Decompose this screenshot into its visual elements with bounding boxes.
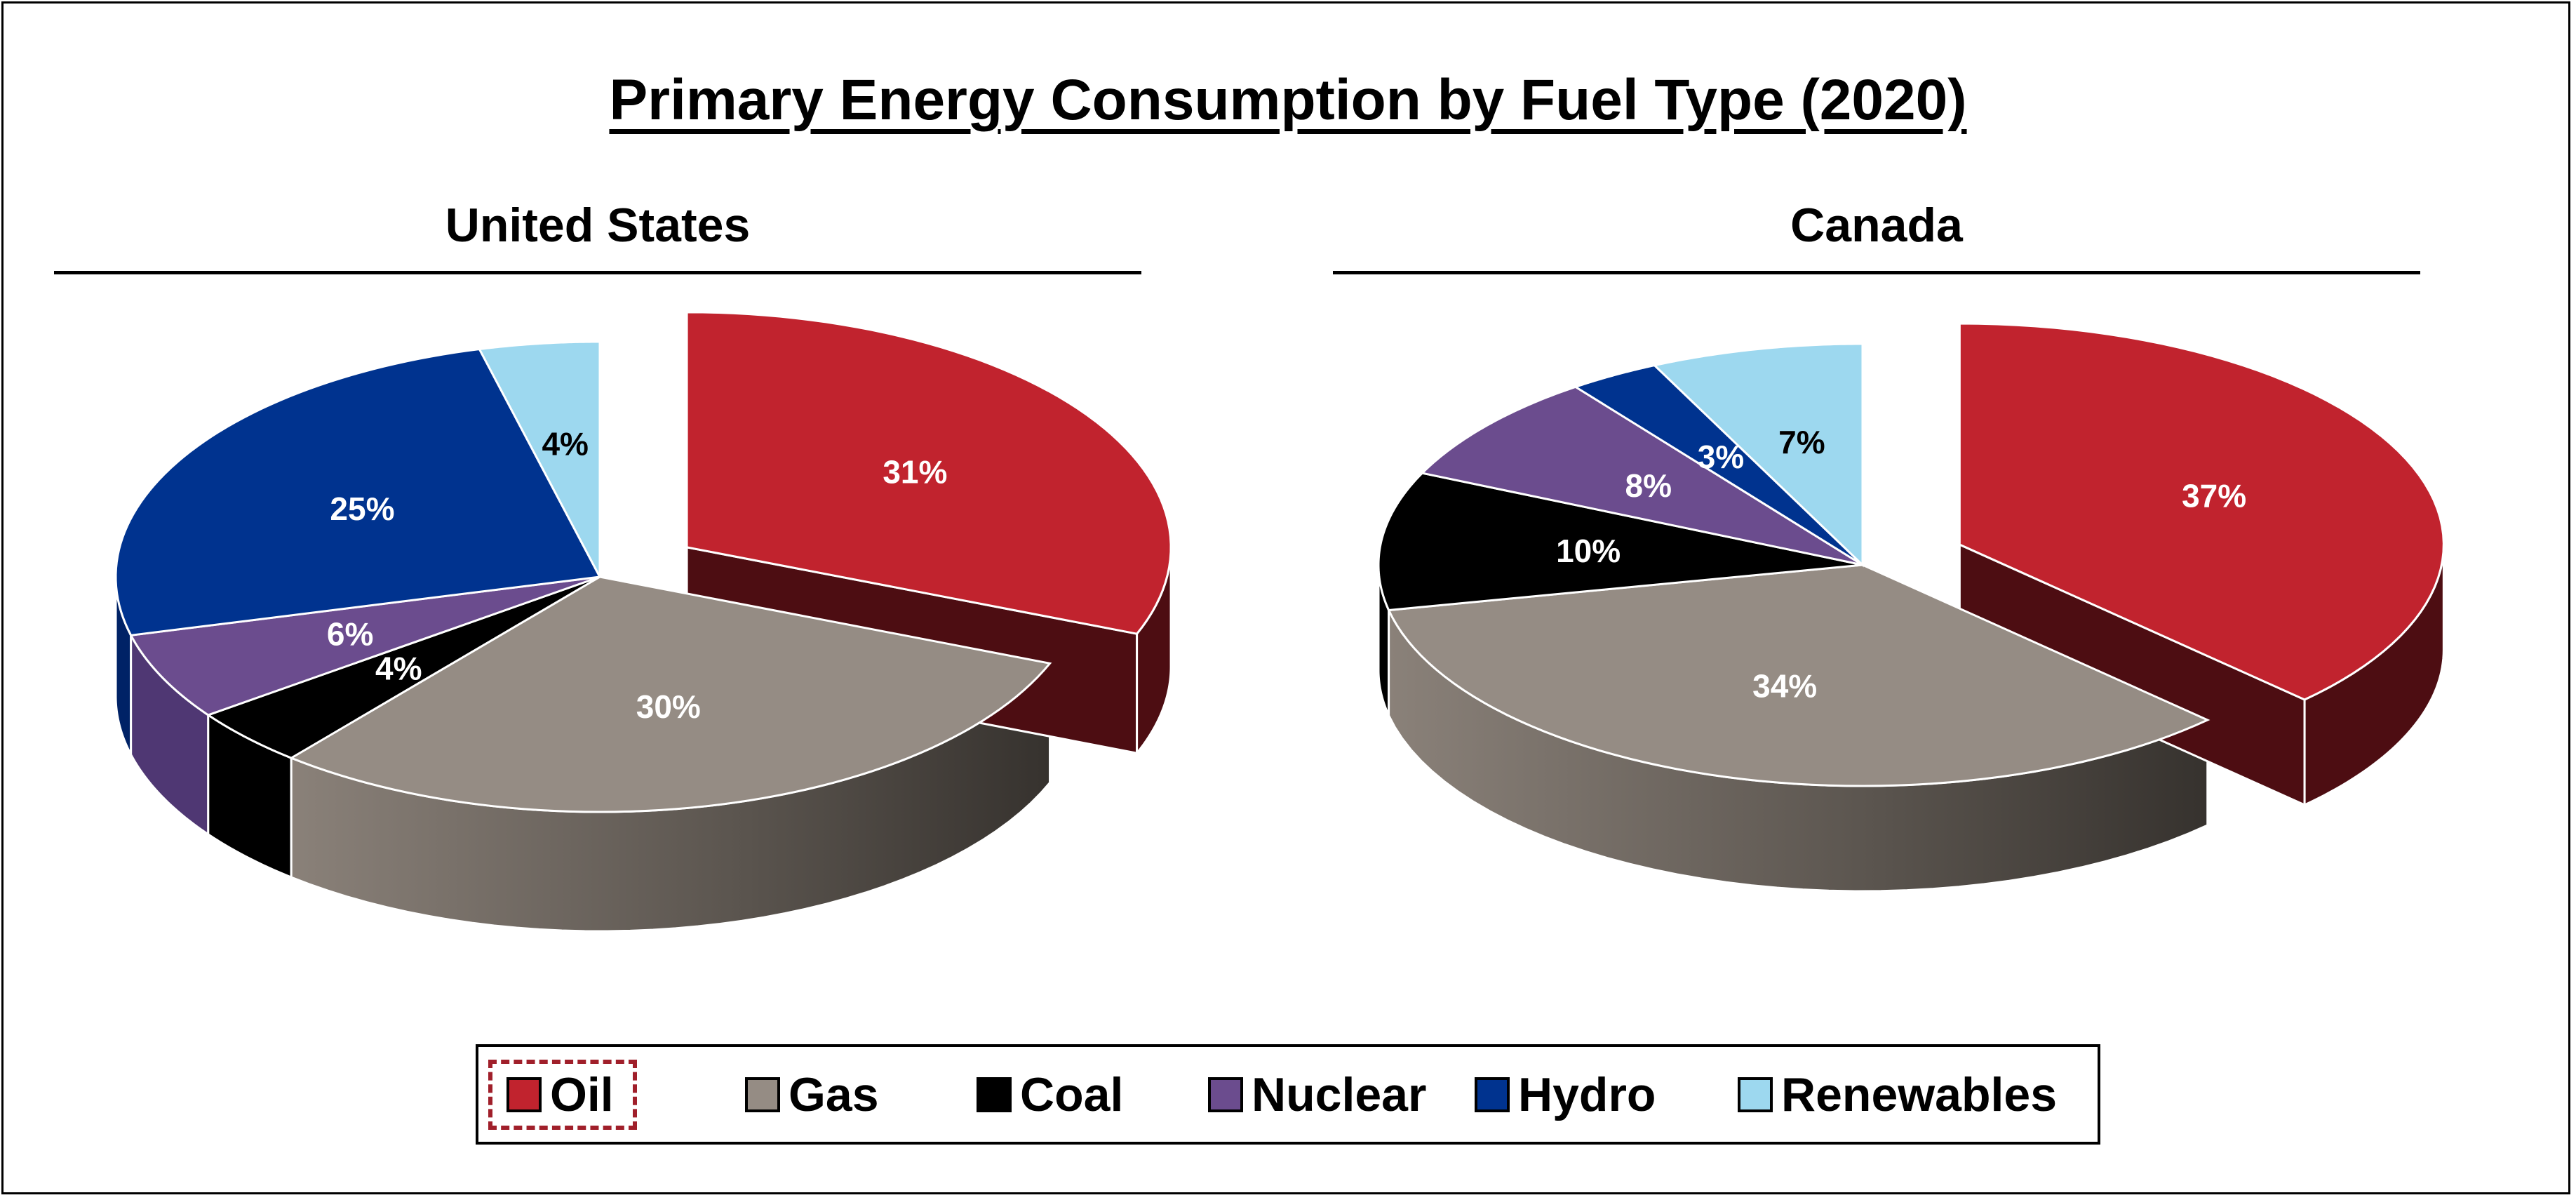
data-label-nuclear: 6% [327, 615, 373, 652]
slice-top-coal[interactable] [206, 575, 601, 759]
data-label-oil: 31% [883, 454, 947, 491]
slice-top-renewables[interactable] [1652, 342, 1864, 568]
canada-title-rule [1333, 271, 2420, 274]
slice-top-coal[interactable] [1377, 472, 1863, 612]
legend-swatch-hydro [1475, 1076, 1510, 1112]
canada-pie-title: Canada [1790, 199, 1963, 252]
chart-title: Primary Energy Consumption by Fuel Type … [609, 68, 1967, 132]
us-pie-title: United States [445, 199, 751, 252]
pie-charts: 31%30%4%6%25%4% 37%34%10%8%3% 7% [114, 311, 2445, 933]
data-label-gas: 30% [636, 688, 701, 725]
data-label-nuclear: 8% [1625, 467, 1671, 504]
legend-swatch-coal [977, 1076, 1012, 1112]
slice-top-gas[interactable] [288, 575, 1052, 813]
legend-label-renewables: Renewables [1781, 1067, 2058, 1121]
legend-swatch-renewables [1738, 1076, 1773, 1112]
legend-label-hydro: Hydro [1518, 1067, 1656, 1121]
data-label-gas: 34% [1752, 667, 1817, 704]
legend-item-coal[interactable]: Coal [977, 1047, 1123, 1142]
legend-item-nuclear[interactable]: Nuclear [1208, 1047, 1426, 1142]
data-label-coal: 4% [375, 651, 422, 687]
data-label-coal: 10% [1556, 533, 1621, 569]
legend: Oil Gas Coal Nuclear Hydro Renewables [476, 1044, 2100, 1145]
data-label-hydro: 25% [330, 491, 394, 527]
legend-selection-box [488, 1060, 637, 1130]
legend-item-hydro[interactable]: Hydro [1475, 1047, 1656, 1142]
legend-item-gas[interactable]: Gas [745, 1047, 879, 1142]
legend-label-oil: Oil [550, 1067, 614, 1121]
legend-swatch-nuclear [1208, 1076, 1243, 1112]
data-label-renewables: 4% [542, 426, 588, 462]
legend-label-coal: Coal [1020, 1067, 1124, 1121]
legend-label-gas: Gas [789, 1067, 879, 1121]
slice-top-renewables[interactable] [478, 340, 601, 578]
slice-top-nuclear[interactable] [129, 575, 601, 716]
slice-top-nuclear[interactable] [1420, 385, 1863, 566]
legend-swatch-oil [507, 1076, 542, 1112]
legend-item-renewables[interactable]: Renewables [1738, 1047, 2057, 1142]
data-label-oil: 37% [2182, 478, 2246, 514]
slice-top-oil[interactable] [685, 311, 1172, 635]
data-label-hydro: 3% [1698, 439, 1744, 475]
slice-top-oil[interactable] [1958, 322, 2445, 701]
us-pie: 31%30%4%6%25%4% [114, 311, 1172, 933]
us-title-rule [54, 271, 1141, 274]
data-label-renewables: 7% [1778, 424, 1825, 460]
slice-top-hydro[interactable] [1573, 364, 1864, 566]
slice-top-gas[interactable] [1387, 564, 2211, 787]
legend-swatch-gas [745, 1076, 780, 1112]
canada-pie: 37% 34% 10%8% 3% 7% [1377, 322, 2445, 893]
legend-label-nuclear: Nuclear [1252, 1067, 1427, 1121]
slice-top-hydro[interactable] [114, 347, 602, 636]
legend-item-oil[interactable]: Oil [507, 1047, 614, 1142]
